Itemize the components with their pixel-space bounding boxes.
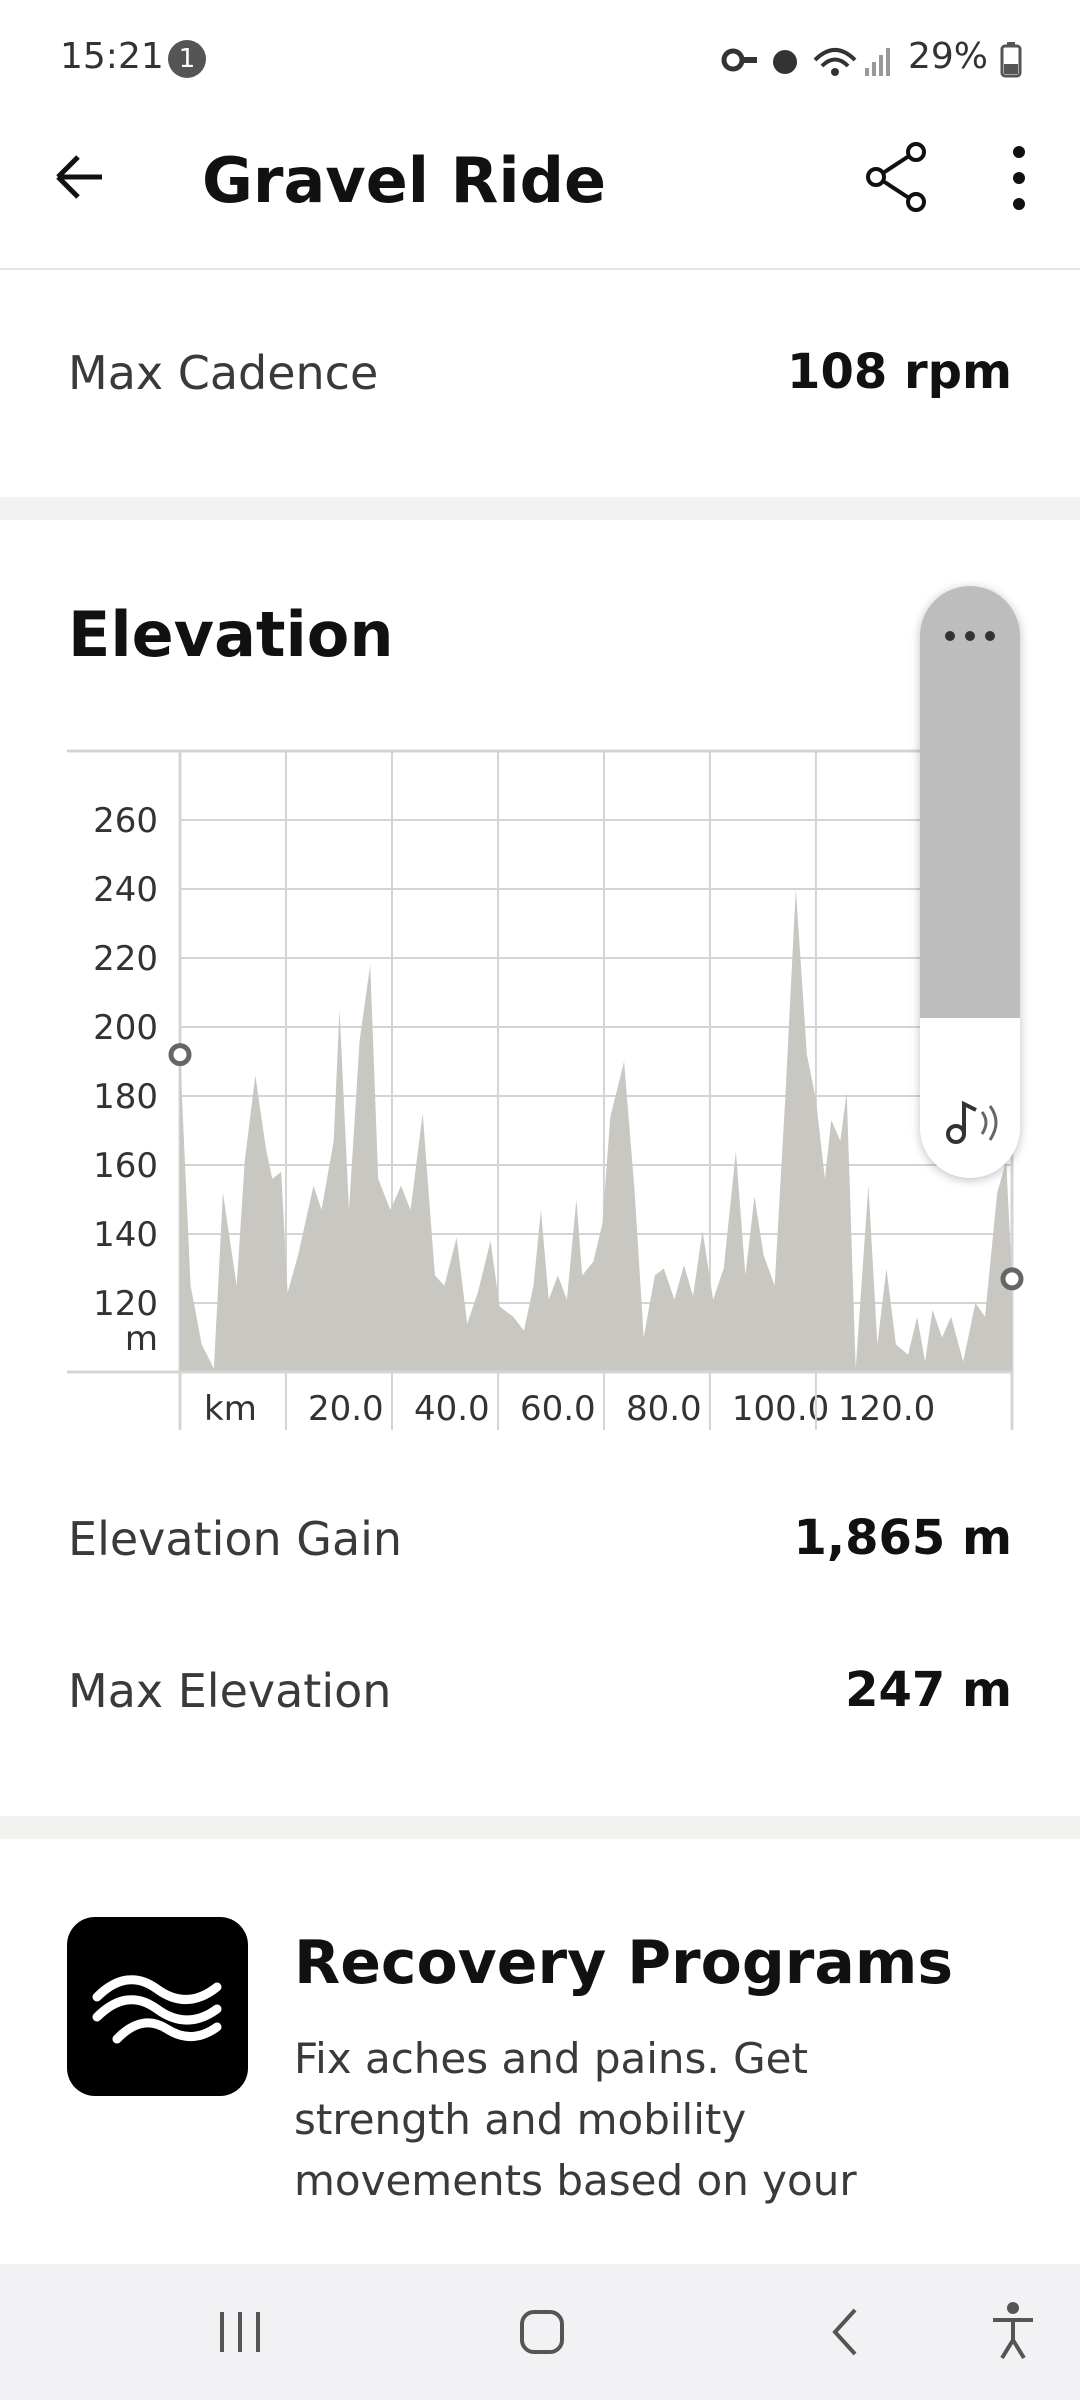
elevation-chart: 120 140 160 180 200 220 240 260 20.0 40.0 60.0 80.0… — [67, 749, 1024, 1430]
promo-title[interactable]: Recovery Programs — [294, 1928, 954, 1998]
section-divider — [0, 1816, 1080, 1839]
section-divider — [0, 497, 1080, 520]
description-line: strength and mobility — [294, 2095, 747, 2144]
stat-label: Max Elevation — [68, 1664, 392, 1718]
back-button[interactable] — [52, 150, 106, 204]
floating-widget[interactable] — [920, 586, 1020, 1178]
x-tick-label: 100.0 — [732, 1389, 829, 1429]
y-tick-label: 140 — [93, 1215, 158, 1255]
elevation-area — [180, 889, 1012, 1372]
media-icon[interactable] — [942, 1096, 1002, 1146]
page-title: Gravel Ride — [202, 144, 607, 217]
promo-icon[interactable] — [67, 1917, 248, 2096]
x-tick-label: 40.0 — [414, 1389, 490, 1429]
waves-icon — [92, 1975, 222, 2044]
y-tick-label: 240 — [93, 870, 158, 910]
stat-value: 1,865 m — [793, 1510, 1012, 1566]
stat-value: 247 m — [845, 1662, 1012, 1718]
nav-buttons — [220, 2302, 1033, 2360]
navigation-bar — [0, 2264, 1080, 2400]
y-tick-label: 160 — [93, 1146, 158, 1186]
home-button[interactable] — [520, 2310, 564, 2354]
description-line: Fix aches and pains. Get — [294, 2034, 808, 2083]
header-divider — [0, 268, 1080, 270]
x-axis-label: km — [204, 1389, 257, 1429]
y-tick-label: 180 — [93, 1077, 158, 1117]
accessibility-button[interactable] — [993, 2302, 1033, 2360]
endpoint-marker — [1000, 1267, 1024, 1291]
description-line: movements based on your — [294, 2156, 857, 2205]
back-nav-button[interactable] — [832, 2308, 857, 2356]
stat-label: Max Cadence — [68, 346, 379, 400]
x-tick-label: 80.0 — [626, 1389, 702, 1429]
notification-badge: 1 — [168, 40, 206, 78]
x-tick-label: 20.0 — [308, 1389, 384, 1429]
y-tick-label: 200 — [93, 1008, 158, 1048]
y-tick-label: 260 — [93, 801, 158, 841]
y-tick-label: 120 — [93, 1284, 158, 1324]
more-button[interactable] — [1004, 144, 1034, 214]
share-button[interactable] — [864, 142, 934, 212]
widget-menu[interactable] — [940, 628, 1000, 644]
endpoint-marker — [168, 1043, 192, 1067]
x-tick-label: 60.0 — [520, 1389, 596, 1429]
clock: 15:21 — [60, 36, 164, 77]
section-title: Elevation — [68, 598, 394, 671]
promo-description: Fix aches and pains. Get strength and mo… — [294, 2028, 857, 2211]
battery-level: 29% — [908, 36, 989, 77]
y-tick-label: 220 — [93, 939, 158, 979]
status-icons — [721, 48, 890, 76]
y-axis-label: m — [125, 1319, 158, 1359]
widget-handle — [920, 586, 1020, 1018]
x-tick-label: 120.0 — [838, 1389, 935, 1429]
battery-icon — [1000, 42, 1022, 78]
stat-value: 108 rpm — [787, 344, 1012, 400]
stat-label: Elevation Gain — [68, 1512, 403, 1566]
recents-button[interactable] — [220, 2312, 260, 2352]
